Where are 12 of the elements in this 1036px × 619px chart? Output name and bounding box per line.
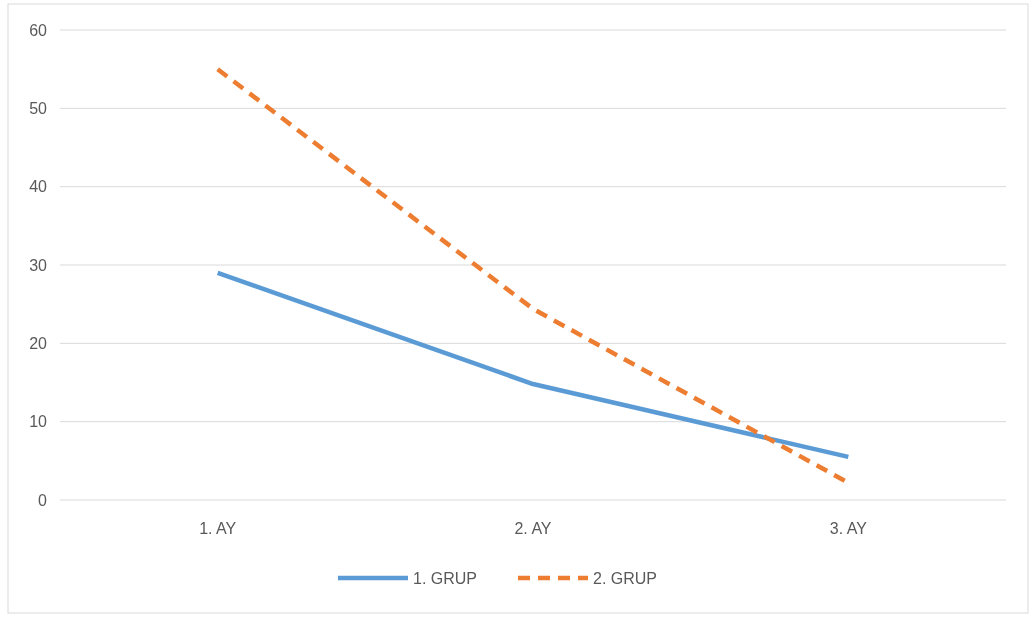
legend-label: 1. GRUP bbox=[413, 569, 478, 587]
y-tick-label: 0 bbox=[38, 491, 48, 509]
y-tick-label: 60 bbox=[29, 21, 48, 39]
x-tick-label: 3. AY bbox=[829, 520, 868, 537]
y-tick-label: 50 bbox=[29, 99, 48, 117]
x-tick-label: 2. AY bbox=[514, 520, 552, 537]
x-tick-label: 1. AY bbox=[199, 520, 237, 537]
legend-label: 2. GRUP bbox=[593, 569, 658, 587]
y-tick-label: 40 bbox=[29, 178, 48, 196]
y-tick-label: 10 bbox=[29, 413, 48, 431]
y-tick-label: 20 bbox=[29, 334, 48, 352]
y-tick-label: 30 bbox=[29, 256, 48, 274]
